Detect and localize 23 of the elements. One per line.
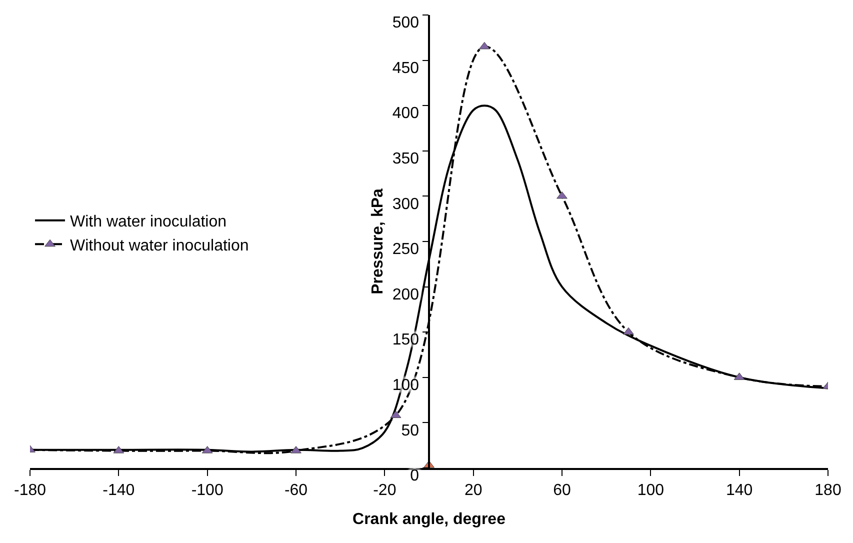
x-tick-label: -140	[102, 482, 135, 499]
legend-label: With water inoculation	[70, 214, 227, 231]
y-tick-label: 450	[392, 60, 420, 77]
y-axis-title: Pressure, kPa	[370, 188, 387, 294]
x-tick-label: 140	[726, 482, 753, 499]
y-tick-label: 300	[392, 196, 420, 213]
y-tick-label: 400	[392, 105, 420, 122]
x-tick-label: -100	[191, 482, 224, 499]
y-tick-label: 200	[392, 286, 420, 304]
legend-label: Without water inoculation	[70, 237, 249, 254]
x-tick-label: 20	[464, 482, 482, 499]
x-tick-label: 60	[553, 482, 571, 499]
y-tick-label: 50	[401, 422, 420, 440]
y-tick-label: 250	[392, 241, 420, 258]
x-tick-label: -60	[284, 482, 308, 499]
y-tick-label: 350	[392, 150, 420, 168]
x-axis-title: Crank angle, degree	[352, 511, 506, 528]
y-tick-label: 0	[410, 468, 420, 485]
x-tick-label: -180	[14, 482, 46, 499]
x-tick-label: 100	[637, 482, 664, 499]
x-tick-label: -20	[373, 482, 396, 499]
y-tick-label: 500	[392, 14, 420, 32]
x-tick-label: 180	[814, 482, 842, 499]
